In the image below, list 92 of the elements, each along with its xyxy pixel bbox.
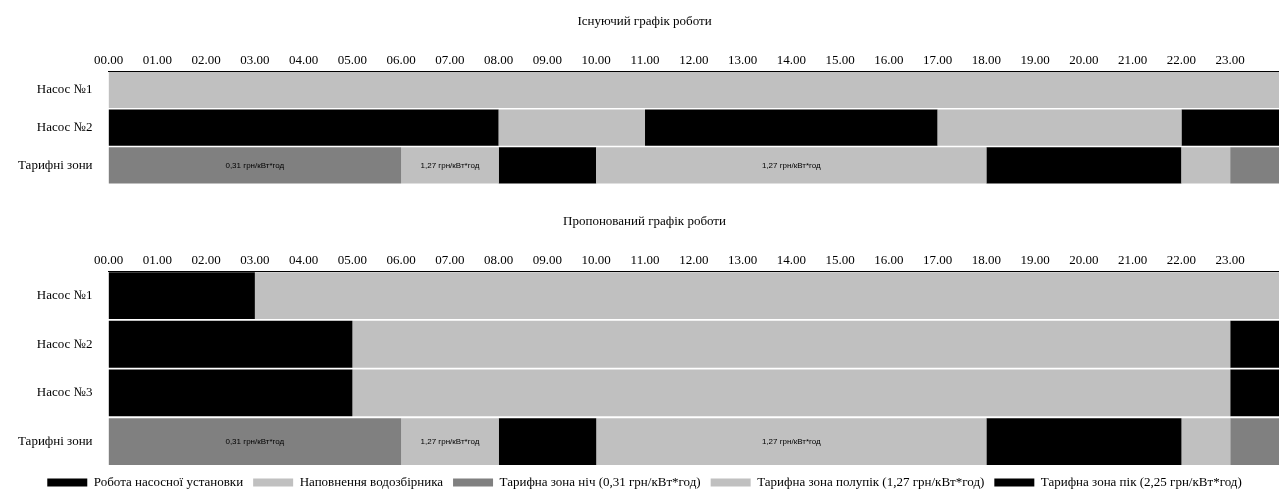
x-tick-label: 04.00 bbox=[289, 51, 319, 67]
bar bbox=[108, 418, 402, 466]
bar bbox=[1181, 109, 1279, 146]
bar bbox=[1230, 369, 1279, 417]
chart-title: Існуючий графік роботи bbox=[577, 13, 712, 29]
x-tick-label: 02.00 bbox=[191, 251, 221, 267]
legend-label: Тарифна зона пік (2,25 грн/кВт*год) bbox=[1040, 473, 1242, 489]
x-tick-label: 17.00 bbox=[923, 251, 953, 267]
chart-title: Пропонований графік роботи bbox=[563, 213, 727, 229]
annotation: 1,27 грн/кВт*год bbox=[761, 160, 822, 170]
x-tick-label: 14.00 bbox=[776, 51, 806, 67]
bar bbox=[1181, 418, 1231, 466]
x-tick-label: 03.00 bbox=[240, 51, 270, 67]
x-tick-label: 16.00 bbox=[874, 251, 904, 267]
x-tick-label: 06.00 bbox=[386, 251, 416, 267]
x-tick-label: 00.00 bbox=[93, 251, 124, 267]
x-tick-label: 20.00 bbox=[1069, 251, 1099, 267]
bar bbox=[498, 147, 597, 184]
bar bbox=[108, 109, 499, 146]
annotation: 1,27 грн/кВт*год bbox=[420, 160, 480, 170]
bar bbox=[108, 369, 353, 417]
annotation: 0,31 грн/кВт*год bbox=[225, 160, 285, 170]
x-tick-label: 22.00 bbox=[1166, 251, 1197, 267]
legend-label: Тарифна зона полупік (1,27 грн/кВт*год) bbox=[757, 473, 985, 489]
x-tick-label: 19.00 bbox=[1020, 51, 1050, 67]
x-tick-label: 23.00 bbox=[1215, 51, 1245, 67]
x-tick-label: 03.00 bbox=[240, 251, 270, 267]
bar bbox=[986, 418, 1182, 466]
bar bbox=[254, 272, 1279, 319]
bar bbox=[986, 147, 1182, 184]
legend-label: Робота насосної установки bbox=[93, 473, 244, 489]
bar bbox=[1181, 147, 1231, 184]
y-tick-label: Насос №1 bbox=[36, 286, 93, 302]
x-tick-label: 01.00 bbox=[142, 51, 172, 67]
annotation: 0,31 грн/кВт*год bbox=[225, 436, 285, 446]
x-tick-label: 16.00 bbox=[874, 51, 904, 67]
x-tick-label: 05.00 bbox=[337, 251, 368, 267]
x-tick-label: 00.00 bbox=[93, 51, 124, 67]
bar bbox=[108, 147, 402, 184]
annotation: 1,27 грн/кВт*год bbox=[761, 436, 822, 446]
bar bbox=[352, 369, 1231, 417]
legend-label: Тарифна зона ніч (0,31 грн/кВт*год) bbox=[499, 473, 701, 489]
x-tick-label: 15.00 bbox=[825, 251, 855, 267]
legend-label: Наповнення водозбірника bbox=[299, 473, 444, 489]
x-tick-label: 11.00 bbox=[630, 51, 660, 67]
bar bbox=[596, 418, 987, 466]
y-tick-label: Тарифні зони bbox=[18, 156, 93, 172]
x-tick-label: 20.00 bbox=[1069, 51, 1099, 67]
x-tick-label: 18.00 bbox=[971, 251, 1002, 267]
x-tick-label: 22.00 bbox=[1166, 51, 1197, 67]
x-tick-label: 21.00 bbox=[1118, 51, 1148, 67]
y-tick-label: Насос №2 bbox=[36, 335, 93, 351]
bar bbox=[108, 320, 353, 368]
bar bbox=[645, 109, 938, 146]
x-tick-label: 21.00 bbox=[1118, 251, 1148, 267]
x-tick-label: 15.00 bbox=[825, 51, 855, 67]
x-tick-label: 10.00 bbox=[581, 51, 611, 67]
x-tick-label: 07.00 bbox=[435, 251, 465, 267]
bar bbox=[498, 418, 597, 466]
x-tick-label: 09.00 bbox=[532, 51, 563, 67]
x-tick-label: 18.00 bbox=[971, 51, 1002, 67]
x-tick-label: 12.00 bbox=[679, 251, 709, 267]
x-tick-label: 10.00 bbox=[581, 251, 611, 267]
x-tick-label: 13.00 bbox=[727, 51, 758, 67]
x-tick-label: 07.00 bbox=[435, 51, 465, 67]
y-tick-label: Насос №2 bbox=[36, 119, 93, 135]
x-tick-label: 08.00 bbox=[484, 51, 514, 67]
x-tick-label: 11.00 bbox=[630, 251, 660, 267]
bar bbox=[401, 418, 499, 466]
y-tick-label: Насос №3 bbox=[36, 384, 93, 400]
x-tick-label: 14.00 bbox=[776, 251, 806, 267]
bar bbox=[352, 320, 1231, 368]
bar bbox=[1230, 418, 1279, 466]
x-tick-label: 05.00 bbox=[337, 51, 368, 67]
bar bbox=[1230, 147, 1279, 184]
x-tick-label: 09.00 bbox=[532, 251, 563, 267]
y-tick-label: Тарифні зони bbox=[18, 433, 93, 449]
bar bbox=[401, 147, 499, 184]
y-tick-label: Насос №1 bbox=[36, 81, 93, 97]
x-tick-label: 02.00 bbox=[191, 51, 221, 67]
x-tick-label: 19.00 bbox=[1020, 251, 1050, 267]
x-tick-label: 04.00 bbox=[289, 251, 319, 267]
x-tick-label: 23.00 bbox=[1215, 251, 1245, 267]
annotation: 1,27 грн/кВт*год bbox=[420, 436, 480, 446]
x-tick-label: 12.00 bbox=[679, 51, 709, 67]
bar bbox=[108, 71, 1279, 109]
x-tick-label: 13.00 bbox=[727, 251, 758, 267]
x-tick-label: 08.00 bbox=[484, 251, 514, 267]
x-tick-label: 06.00 bbox=[386, 51, 416, 67]
bar bbox=[1230, 320, 1279, 368]
x-tick-label: 17.00 bbox=[923, 51, 953, 67]
x-tick-label: 01.00 bbox=[142, 251, 172, 267]
